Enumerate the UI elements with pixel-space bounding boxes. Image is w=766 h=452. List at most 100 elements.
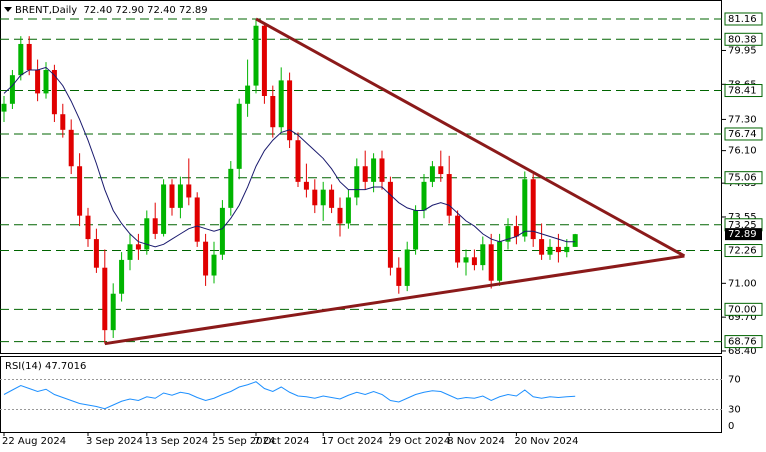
candle-body xyxy=(110,293,116,331)
candle-body xyxy=(127,244,133,260)
current-price-label: 72.89 xyxy=(728,229,757,240)
candle-body xyxy=(203,241,209,276)
rsi-tick-label: 70 xyxy=(728,375,741,386)
candle-body xyxy=(345,197,351,224)
candle-body xyxy=(211,254,217,276)
candle-body xyxy=(9,75,15,104)
rsi-frame xyxy=(0,356,722,433)
current-price-box xyxy=(725,228,762,241)
level-label: 73.25 xyxy=(728,220,757,231)
candle-body xyxy=(320,189,326,206)
candle-body xyxy=(278,80,284,128)
rsi-tick-label: 30 xyxy=(728,405,741,416)
candle-body xyxy=(455,215,461,263)
level-label: 72.26 xyxy=(728,246,757,257)
moving-average xyxy=(3,66,576,248)
chart-title: BRENT,Daily 72.40 72.90 72.40 72.89 xyxy=(15,5,208,16)
level-label: 75.06 xyxy=(728,173,757,184)
x-tick-label: 7 Oct 2024 xyxy=(254,436,309,447)
candle-body xyxy=(572,234,578,247)
candle-body xyxy=(169,184,175,208)
level-box xyxy=(724,335,763,349)
candle-body xyxy=(219,207,225,255)
main-frame xyxy=(0,0,722,354)
candle-body xyxy=(413,210,419,250)
candle-body xyxy=(379,158,385,182)
candle-body xyxy=(371,158,377,182)
candle-body xyxy=(270,96,276,128)
candle-body xyxy=(555,246,561,253)
level-box xyxy=(724,84,763,98)
candle-body xyxy=(245,85,251,104)
candle-body xyxy=(463,257,469,263)
x-tick-label: 25 Sep 2024 xyxy=(212,436,275,447)
trendline xyxy=(255,17,686,258)
candle-body xyxy=(513,226,519,237)
candle-body xyxy=(144,218,150,250)
candle-body xyxy=(77,166,83,216)
candle-body xyxy=(236,103,242,169)
candle-body xyxy=(530,179,536,240)
candle-body xyxy=(396,267,402,286)
candle-body xyxy=(253,25,259,86)
candle-body xyxy=(93,239,99,268)
rsi-title: RSI(14) 47.7016 xyxy=(5,361,86,372)
x-tick-label: 22 Aug 2024 xyxy=(2,436,66,447)
candle-body xyxy=(505,226,511,242)
level-box xyxy=(724,127,763,141)
candle-body xyxy=(438,166,444,175)
candle-body xyxy=(261,25,267,97)
candle-body xyxy=(295,140,301,182)
y-tick-label: 69.70 xyxy=(728,312,757,323)
candle-body xyxy=(135,244,141,250)
candle-body xyxy=(43,69,49,94)
candle-body xyxy=(26,43,32,70)
candle-body xyxy=(228,168,234,208)
candle-body xyxy=(60,114,66,130)
level-label: 76.74 xyxy=(728,129,757,140)
candle-body xyxy=(337,207,343,224)
candle-body xyxy=(161,184,167,234)
level-box xyxy=(724,12,763,26)
candle-body xyxy=(547,246,553,255)
x-tick-label: 20 Nov 2024 xyxy=(514,436,578,447)
candle-body xyxy=(329,189,335,208)
candle-body xyxy=(18,43,24,76)
y-tick-label: 79.95 xyxy=(728,45,757,56)
y-tick-label: 77.30 xyxy=(728,114,757,125)
y-tick-label: 68.40 xyxy=(728,346,757,357)
candle-body xyxy=(497,241,503,281)
candle-body xyxy=(488,244,494,281)
title-icon xyxy=(4,7,12,12)
x-tick-label: 17 Oct 2024 xyxy=(321,436,383,447)
candle-body xyxy=(102,267,108,331)
level-label: 78.41 xyxy=(728,86,757,97)
candle-body xyxy=(354,166,360,198)
candle-body xyxy=(186,184,192,198)
level-box xyxy=(724,302,763,316)
y-tick-label: 73.55 xyxy=(728,212,757,223)
level-box xyxy=(724,32,763,46)
candle-body xyxy=(85,215,91,240)
trendline xyxy=(104,254,685,346)
candle-body xyxy=(312,189,318,206)
candle-body xyxy=(68,129,74,167)
candle-body xyxy=(522,179,528,237)
candle-body xyxy=(564,246,570,253)
y-tick-label: 71.00 xyxy=(728,278,757,289)
candle-body xyxy=(287,80,293,141)
x-tick-label: 29 Oct 2024 xyxy=(388,436,450,447)
rsi-tick-label: 0 xyxy=(728,421,734,432)
candle-body xyxy=(194,197,200,242)
candle-body xyxy=(177,184,183,208)
candle-body xyxy=(539,239,545,255)
candle-body xyxy=(429,166,435,182)
candle-body xyxy=(119,259,125,294)
x-tick-label: 3 Sep 2024 xyxy=(86,436,143,447)
candle-body xyxy=(480,244,486,266)
x-tick-label: 13 Sep 2024 xyxy=(145,436,208,447)
candle-body xyxy=(471,257,477,266)
candle-body xyxy=(446,174,452,216)
candle-body xyxy=(387,181,393,268)
